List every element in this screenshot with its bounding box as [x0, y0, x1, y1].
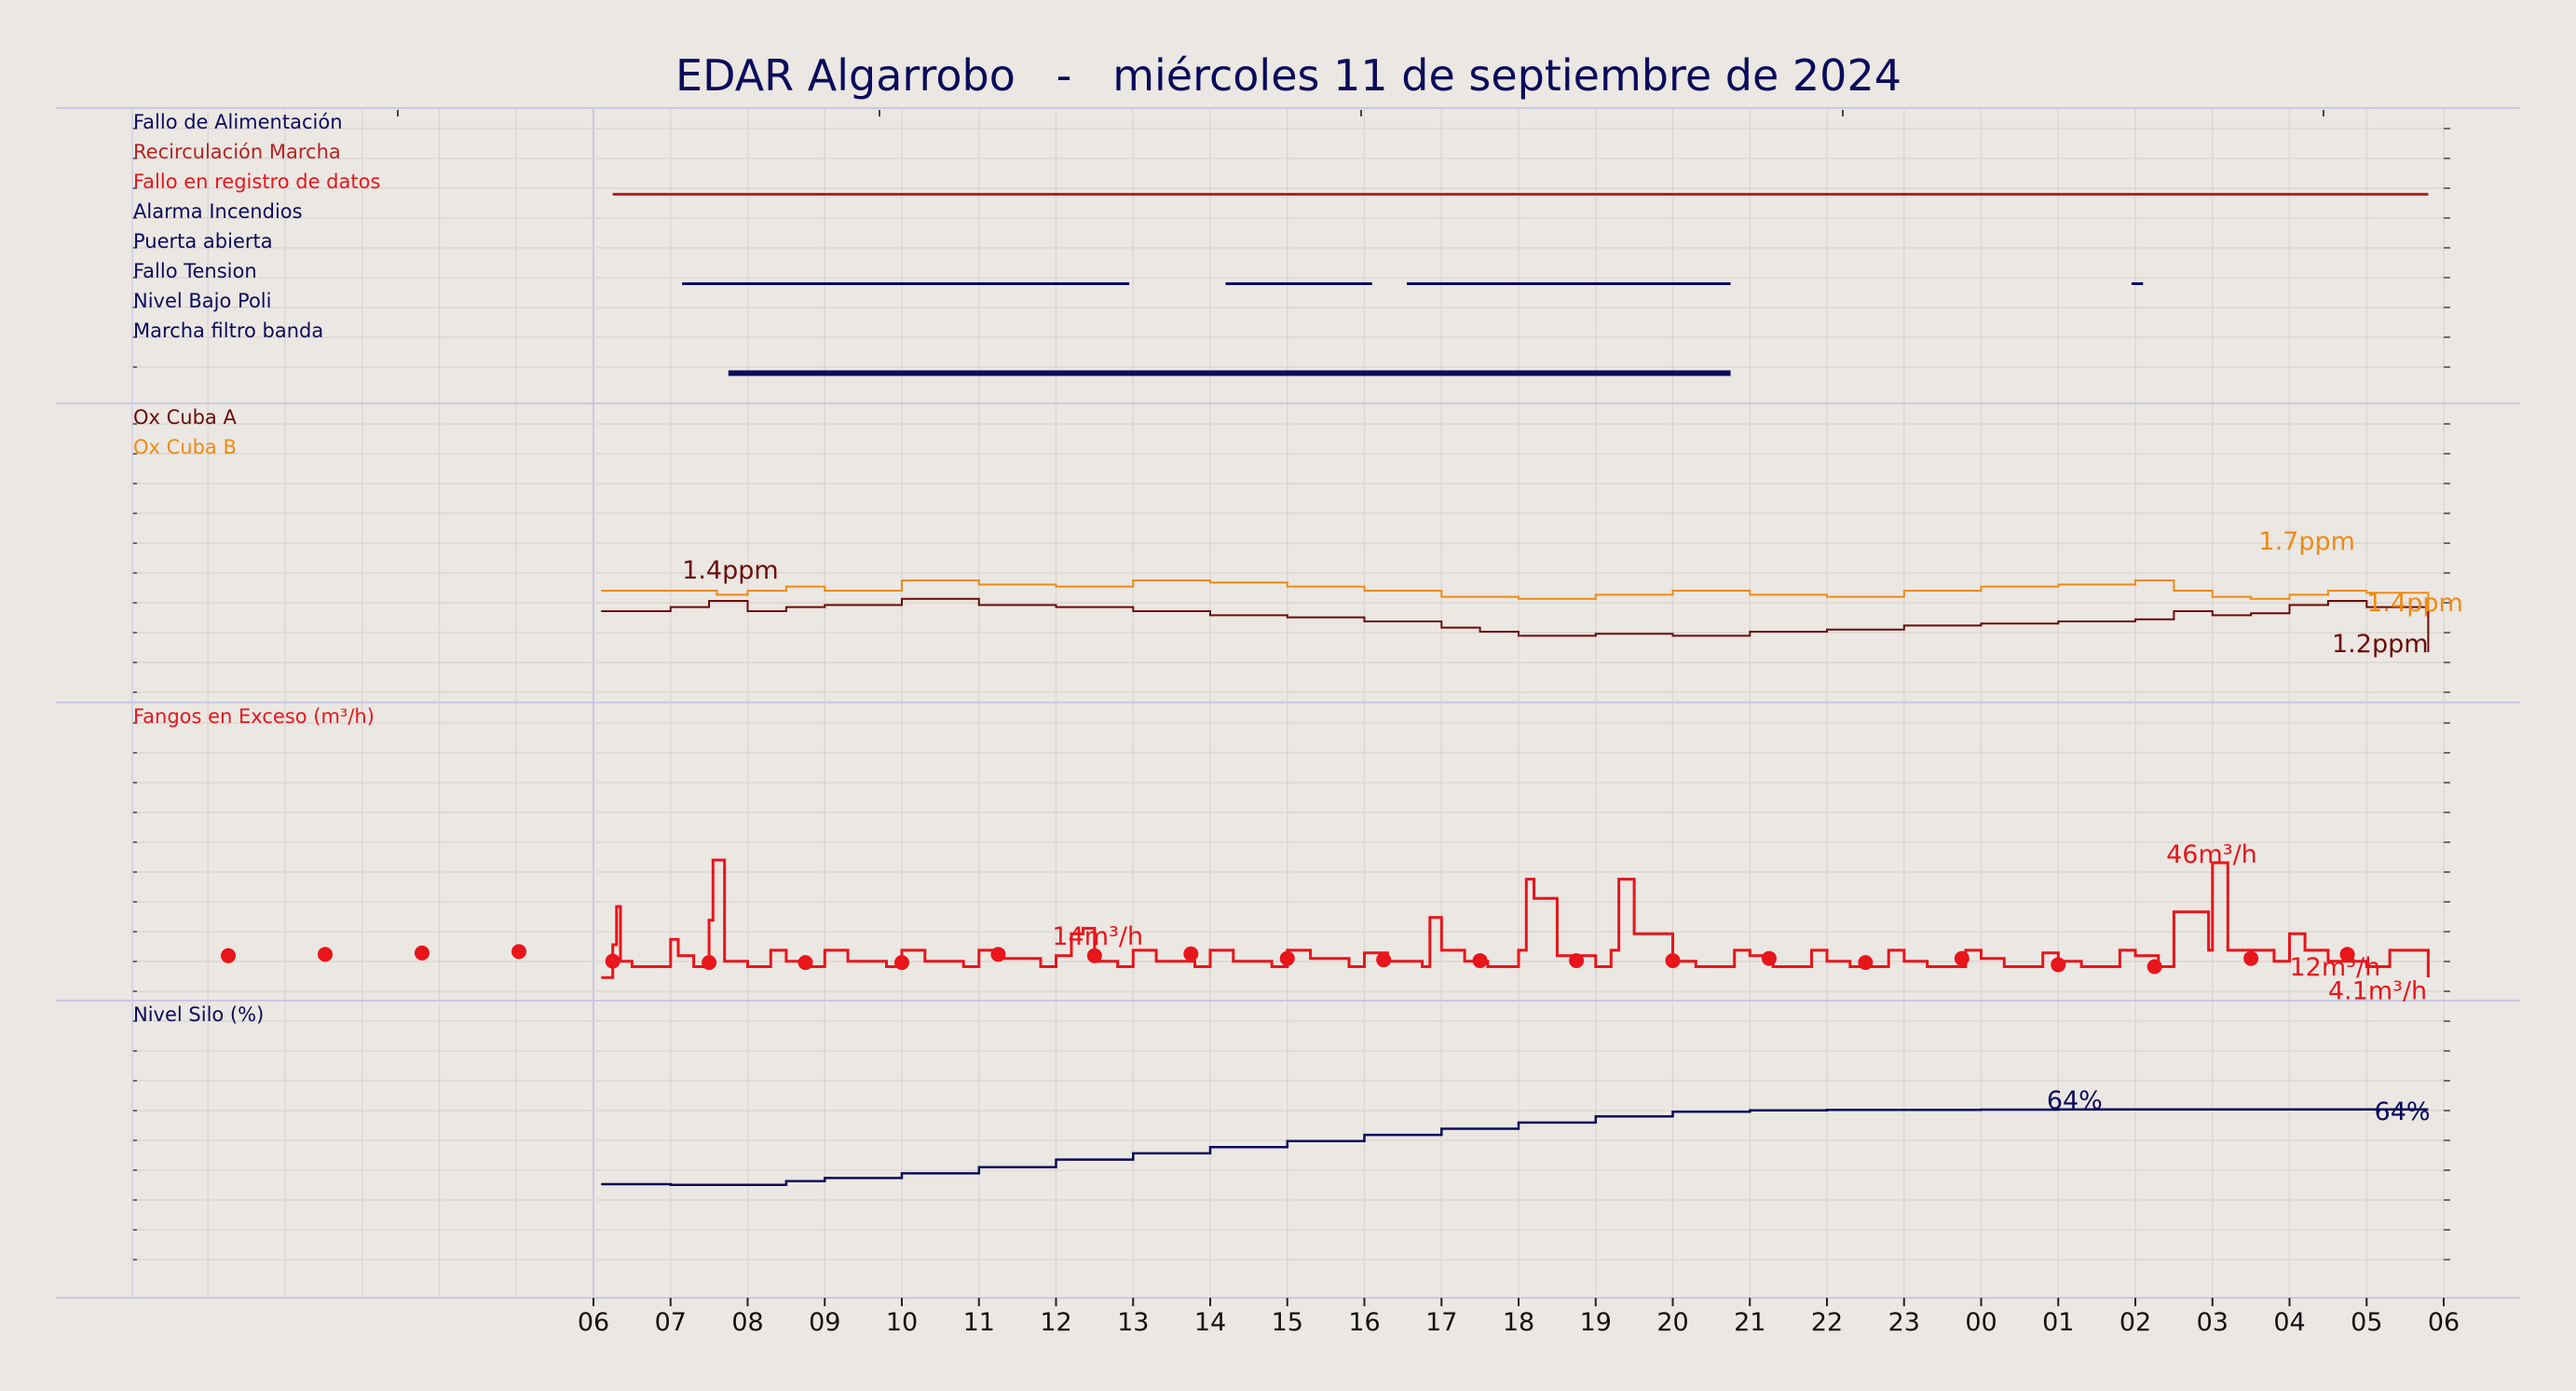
- oxygen-series-line: [601, 597, 2430, 652]
- alarm-legend-label: Fallo en registro de datos: [133, 170, 380, 193]
- x-tick-label: 21: [1734, 1308, 1765, 1337]
- fangos-point: [318, 947, 333, 962]
- fangos-point: [1279, 950, 1295, 966]
- panels-layer: Fallo de Alimentación Recirculación March…: [133, 111, 2463, 1186]
- fangos-point: [702, 955, 717, 971]
- fangos-point: [1086, 948, 1102, 963]
- x-tick-label: 20: [1656, 1308, 1688, 1337]
- alarm-legend-label: Puerta abierta: [133, 230, 273, 252]
- alarm-legend-label: Nivel Bajo Poli: [133, 290, 271, 312]
- oxygen-series-line: [601, 580, 2430, 611]
- fangos-legend-label: Fangos en Exceso (m³/h): [133, 705, 375, 728]
- alarm-legend-label: Marcha filtro banda: [133, 320, 323, 342]
- x-tick-label: 15: [1272, 1308, 1303, 1337]
- fangos-point: [990, 947, 1006, 962]
- x-tick-label: 23: [1888, 1308, 1920, 1337]
- x-tick-label: 04: [2273, 1308, 2305, 1337]
- x-tick-label: 17: [1425, 1308, 1457, 1337]
- fangos-point: [511, 944, 526, 960]
- fangos-value-label: 4.1m³/h: [2328, 977, 2427, 1006]
- alarm-legend-label: Fallo Tension: [133, 260, 257, 282]
- x-tick-label: 10: [886, 1308, 918, 1337]
- fangos-point: [605, 953, 620, 969]
- oxygen-value-label: 1.4ppm: [682, 556, 779, 585]
- x-tick-label: 18: [1503, 1308, 1534, 1337]
- x-tick-label: 19: [1580, 1308, 1612, 1337]
- alarm-legend-label: Recirculación Marcha: [133, 141, 341, 163]
- fangos-point: [221, 948, 236, 963]
- x-tick-label: 07: [655, 1308, 687, 1337]
- oxygen-value-label: 1.7ppm: [2258, 527, 2355, 556]
- chart-title: EDAR Algarrobo - miércoles 11 de septiem…: [675, 50, 1901, 101]
- x-tick-label: 01: [2042, 1308, 2074, 1337]
- x-tick-label: 11: [963, 1308, 995, 1337]
- x-tick-label: 03: [2197, 1308, 2228, 1337]
- fangos-point: [1954, 950, 1969, 966]
- silo-value-label: 64%: [2375, 1098, 2431, 1126]
- x-tick-label: 06: [2428, 1308, 2460, 1337]
- oxygen-value-label: 1.2ppm: [2332, 630, 2429, 659]
- fangos-point: [1472, 953, 1488, 969]
- fangos-value-label: 12m³/h: [2290, 953, 2381, 982]
- x-tick-label: 05: [2351, 1308, 2382, 1337]
- x-tick-label: 08: [731, 1308, 763, 1337]
- fangos-point: [1665, 953, 1681, 969]
- fangos-point: [894, 955, 909, 971]
- silo-series-line: [601, 1108, 2429, 1186]
- fangos-point: [797, 955, 813, 971]
- silo-value-label: 64%: [2047, 1086, 2103, 1115]
- fangos-point: [1858, 955, 1874, 971]
- oxygen-legend-label: Ox Cuba A: [133, 406, 237, 429]
- grid-layer: [56, 107, 2520, 1299]
- x-tick-label: 13: [1117, 1308, 1149, 1337]
- fangos-point: [1569, 953, 1585, 969]
- fangos-point: [2051, 957, 2066, 973]
- x-tick-label: 06: [578, 1308, 609, 1337]
- x-tick-label: 22: [1811, 1308, 1843, 1337]
- fangos-point: [1376, 952, 1392, 968]
- x-tick-label: 09: [809, 1308, 840, 1337]
- x-tick-label: 00: [1965, 1308, 1997, 1337]
- oxygen-value-label: 1.4ppm: [2366, 589, 2463, 618]
- x-tick-label: 16: [1348, 1308, 1380, 1337]
- fangos-point: [2243, 950, 2259, 966]
- fangos-value-label: 14m³/h: [1052, 922, 1143, 951]
- x-axis-ticks: 06 07 08 09 10 11 12 13 14 15 16 17 18 19 20 21 22 23 00 01…: [578, 1298, 2460, 1337]
- x-tick-label: 12: [1040, 1308, 1071, 1337]
- alarm-legend-label: Alarma Incendios: [133, 200, 303, 223]
- fangos-point: [1761, 950, 1777, 966]
- fangos-point: [1183, 946, 1199, 961]
- fangos-point: [2147, 959, 2162, 975]
- fangos-point: [2339, 947, 2355, 962]
- x-tick-label: 02: [2119, 1308, 2151, 1337]
- x-tick-label: 14: [1194, 1308, 1226, 1337]
- silo-legend-label: Nivel Silo (%): [133, 1003, 264, 1026]
- alarm-legend-label: Fallo de Alimentación: [133, 111, 343, 133]
- oxygen-legend-label: Ox Cuba B: [133, 436, 237, 458]
- fangos-point: [415, 945, 429, 961]
- fangos-value-label: 46m³/h: [2166, 840, 2257, 869]
